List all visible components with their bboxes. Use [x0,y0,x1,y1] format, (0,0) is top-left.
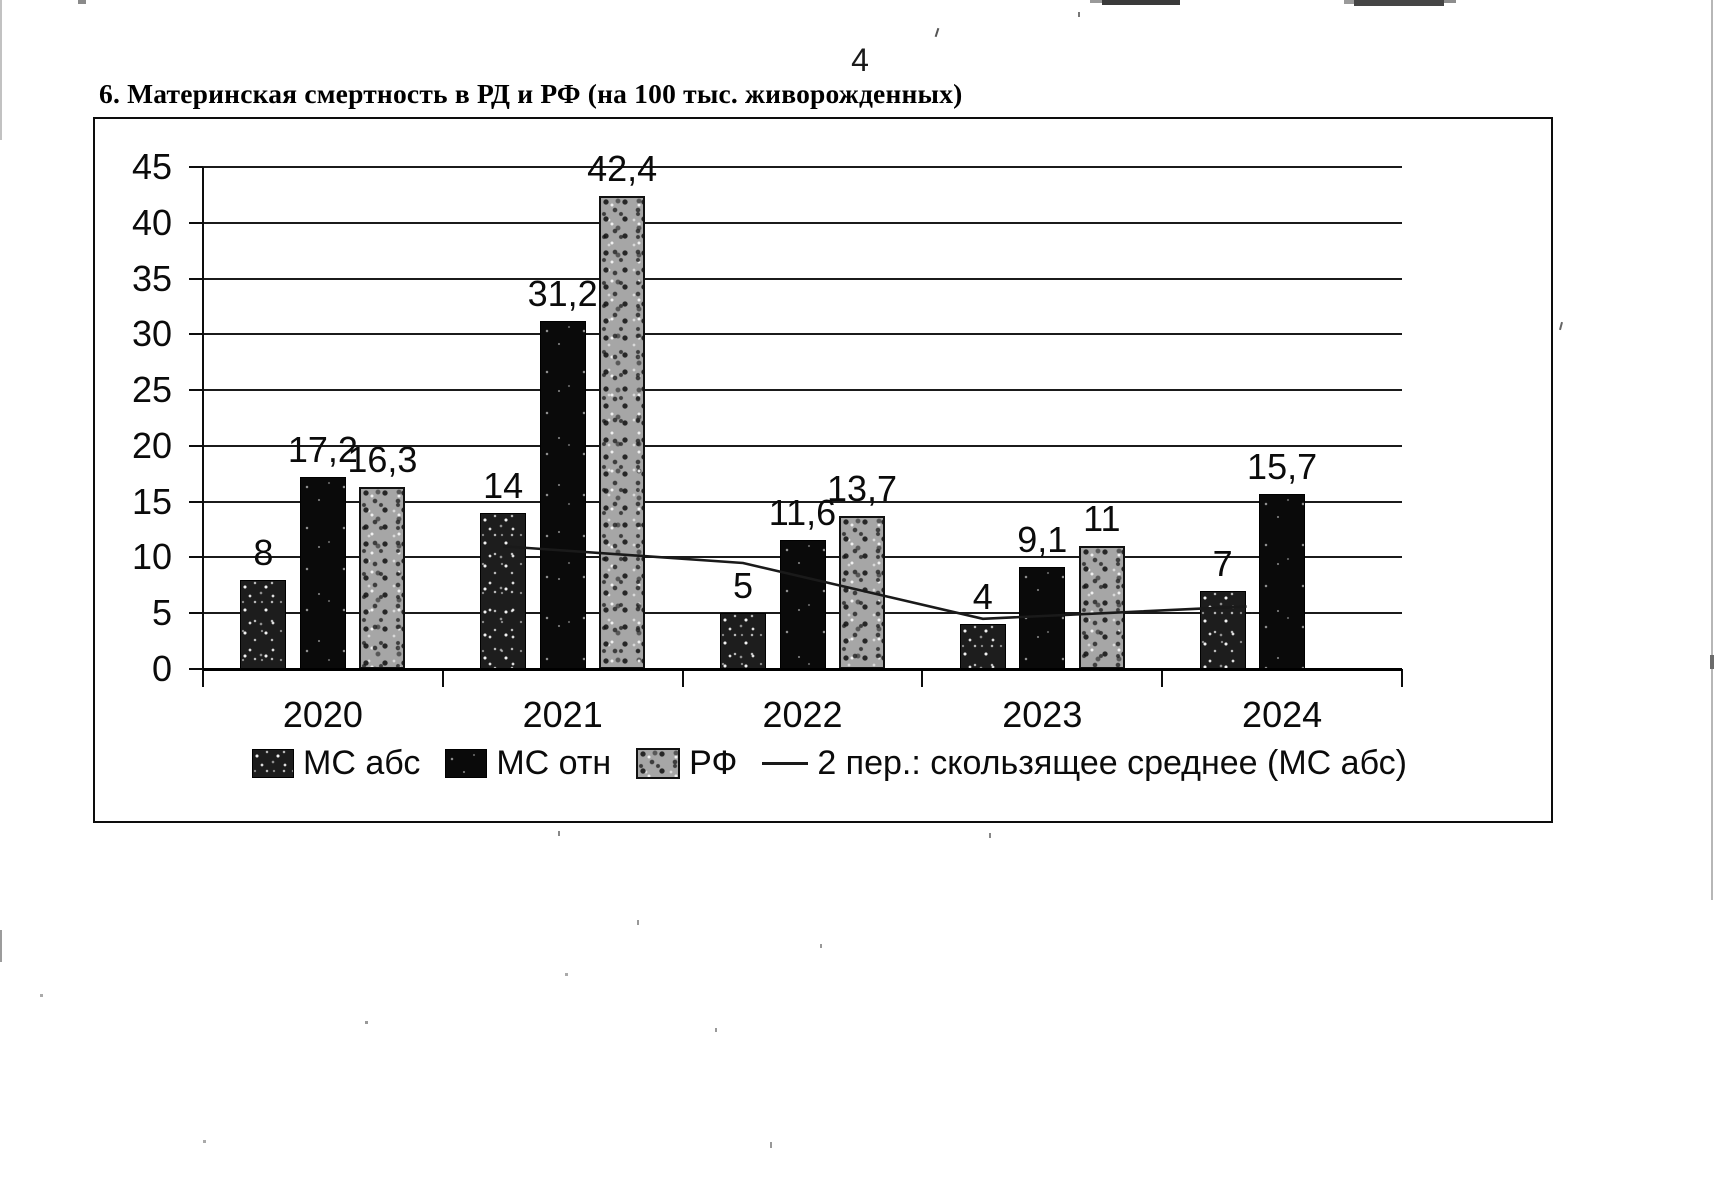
bar-label-МС-отн-2020: 17,2 [287,429,358,471]
bar-МС-абс-2021 [480,512,527,669]
x-tick-5 [1401,669,1403,687]
y-tick-40 [189,221,203,224]
bar-label-МС-отн-2022: 11,6 [768,491,837,533]
y-tick-label-45: 45 [131,146,172,187]
x-tick-4 [1161,669,1164,687]
chart-frame [93,117,1553,823]
y-tick-5 [189,612,203,615]
bar-МС-отн-2024 [1259,493,1306,669]
x-axis-label-2024: 2024 [1242,694,1323,735]
bar-label-РФ-2021: 42,4 [587,148,658,189]
x-axis-label-2021: 2021 [522,694,603,735]
y-tick-label-35: 35 [131,257,172,299]
y-tick-35 [189,277,203,280]
y-tick-label-40: 40 [131,201,172,243]
page-number: 4 [851,42,869,78]
bar-МС-абс-2023 [959,624,1006,669]
y-tick-25 [189,389,203,392]
gridline-45 [203,166,1402,168]
x-axis-label-2020: 2020 [282,694,363,735]
y-tick-15 [189,500,203,503]
bar-РФ-2023 [1078,546,1125,669]
bar-label-МС-отн-2024: 15,7 [1247,445,1318,487]
bar-РФ-2021 [599,196,646,669]
page-title: 6. Материнская смертность в РД и РФ (на … [99,78,963,109]
bar-label-МС-отн-2021: 31,2 [527,272,598,314]
gridline-40 [203,221,1402,224]
legend-item-ms-otn: МС отн [445,743,611,783]
bar-label-РФ-2023: 11 [1083,498,1121,540]
x-tick-1 [441,669,444,687]
legend-swatch-ms-abs [252,748,294,778]
bar-МС-абс-2020 [240,579,287,669]
x-tick-0 [202,669,204,687]
y-tick-10 [189,556,203,559]
legend-swatch-ms-otn [445,748,488,778]
bar-label-МС-абс-2021: 14 [483,464,524,506]
bar-МС-отн-2021 [539,320,586,669]
x-axis-label-2022: 2022 [762,694,843,735]
legend-item-rf: РФ [636,743,737,783]
legend-label-rf: РФ [689,744,738,782]
gridline-25 [203,389,1402,392]
bar-label-РФ-2022: 13,7 [826,468,898,510]
y-tick-label-10: 10 [131,536,172,578]
y-tick-0 [189,668,203,670]
legend-label-ms-otn: МС отн [496,744,612,782]
bar-МС-абс-2022 [720,613,766,669]
legend-label-ms-abs: МС абс [303,744,421,782]
bar-МС-отн-2022 [779,539,826,669]
gridline-30 [203,333,1402,336]
legend-label-moving-average: 2 пер.: скользящее среднее (МС абс) [817,744,1407,782]
y-tick-label-25: 25 [131,369,172,411]
bar-МС-абс-2024 [1199,590,1246,669]
y-tick-45 [189,166,203,168]
x-tick-3 [921,669,924,687]
bar-label-МС-абс-2020: 8 [253,531,274,573]
y-tick-label-20: 20 [131,424,172,466]
legend-item-ms-abs: МС абс [252,743,420,783]
y-tick-label-0: 0 [151,648,172,689]
bar-МС-отн-2020 [299,477,346,669]
legend-item-moving-average: 2 пер.: скользящее среднее (МС абс) [762,743,1407,783]
chart-legend: МС абс МС отн РФ 2 пер.: скользящее сред… [252,743,1407,783]
y-axis-line [202,167,204,687]
y-tick-label-30: 30 [131,313,172,355]
bar-РФ-2020 [359,487,406,669]
gridline-15 [203,500,1402,503]
bar-МС-отн-2023 [1019,567,1066,669]
x-axis-line [203,668,1402,671]
x-tick-2 [681,669,684,687]
x-axis-label-2023: 2023 [1002,694,1083,735]
legend-line-swatch [762,761,809,765]
gridline-35 [203,277,1402,280]
y-tick-30 [189,333,203,336]
y-tick-label-15: 15 [131,480,172,522]
gridline-20 [203,444,1402,447]
bar-label-РФ-2020: 16,3 [347,439,418,481]
y-tick-20 [189,444,203,447]
legend-swatch-rf [636,747,681,779]
y-tick-label-5: 5 [151,592,172,634]
bar-РФ-2022 [839,516,885,669]
